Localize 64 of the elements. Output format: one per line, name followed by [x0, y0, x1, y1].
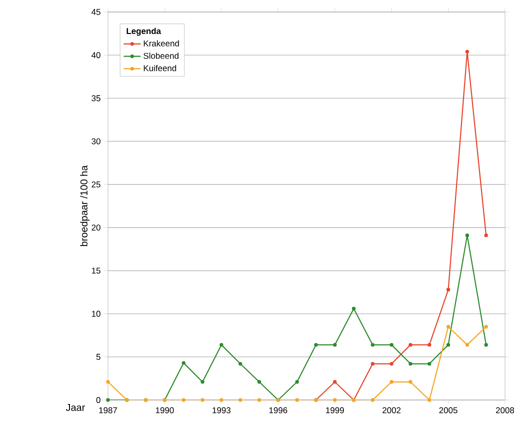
point	[106, 380, 110, 384]
y-tick-label: 0	[96, 397, 100, 403]
point	[408, 380, 412, 384]
point	[238, 398, 242, 402]
point	[428, 362, 432, 366]
point	[200, 398, 204, 402]
point	[295, 380, 299, 384]
point	[220, 342, 224, 347]
point	[408, 362, 412, 366]
point	[333, 398, 337, 402]
y-tick-label: 15	[92, 268, 100, 274]
point	[182, 398, 186, 402]
point	[370, 398, 375, 402]
point	[333, 342, 337, 347]
y-tick-label: 30	[92, 138, 100, 144]
x-axis-title: Jaar	[66, 404, 85, 411]
point	[446, 342, 450, 347]
point	[238, 362, 242, 366]
point	[465, 50, 470, 54]
y-tick-label: 40	[92, 52, 100, 58]
y-tick-label: 35	[92, 95, 100, 102]
point	[370, 342, 375, 347]
point	[370, 362, 375, 366]
legend-title: Legenda	[126, 28, 162, 36]
point	[428, 342, 432, 347]
x-tick-label: 2002	[382, 407, 401, 414]
point	[352, 306, 356, 310]
y-axis-title: broedpaar /100 ha	[80, 165, 90, 246]
point	[314, 342, 318, 347]
x-tick-label: 2005	[439, 407, 458, 414]
x-tick-label: 1993	[212, 407, 230, 414]
point	[390, 362, 394, 366]
point	[484, 342, 488, 347]
point	[220, 398, 224, 402]
point	[295, 398, 299, 402]
point	[465, 233, 470, 238]
x-tick-label: 1990	[156, 407, 174, 414]
y-tick-label: 10	[92, 310, 100, 317]
y-tick-label: 25	[92, 181, 100, 188]
legend-label: Krakeend	[144, 40, 179, 46]
point	[465, 342, 470, 347]
point	[484, 324, 488, 329]
y-tick-label: 5	[96, 354, 100, 360]
point	[428, 398, 432, 402]
point	[200, 380, 204, 384]
legend-label: Kuifeend	[144, 64, 176, 72]
point	[484, 233, 488, 238]
y-tick-label: 45	[92, 9, 100, 15]
point	[182, 361, 186, 365]
x-tick-label: 1996	[269, 407, 288, 414]
point	[390, 380, 394, 384]
x-tick-label: 1999	[326, 407, 344, 414]
point	[408, 342, 412, 347]
x-tick-label: 2008	[496, 407, 514, 414]
point	[257, 398, 262, 402]
legend-label: Slobeend	[144, 52, 178, 59]
point	[446, 288, 450, 292]
x-tick-label: 1987	[99, 407, 117, 414]
y-tick-label: 20	[92, 224, 100, 231]
point	[390, 342, 394, 347]
point	[106, 398, 110, 402]
point	[257, 380, 262, 384]
point	[333, 380, 337, 384]
point	[446, 324, 450, 329]
